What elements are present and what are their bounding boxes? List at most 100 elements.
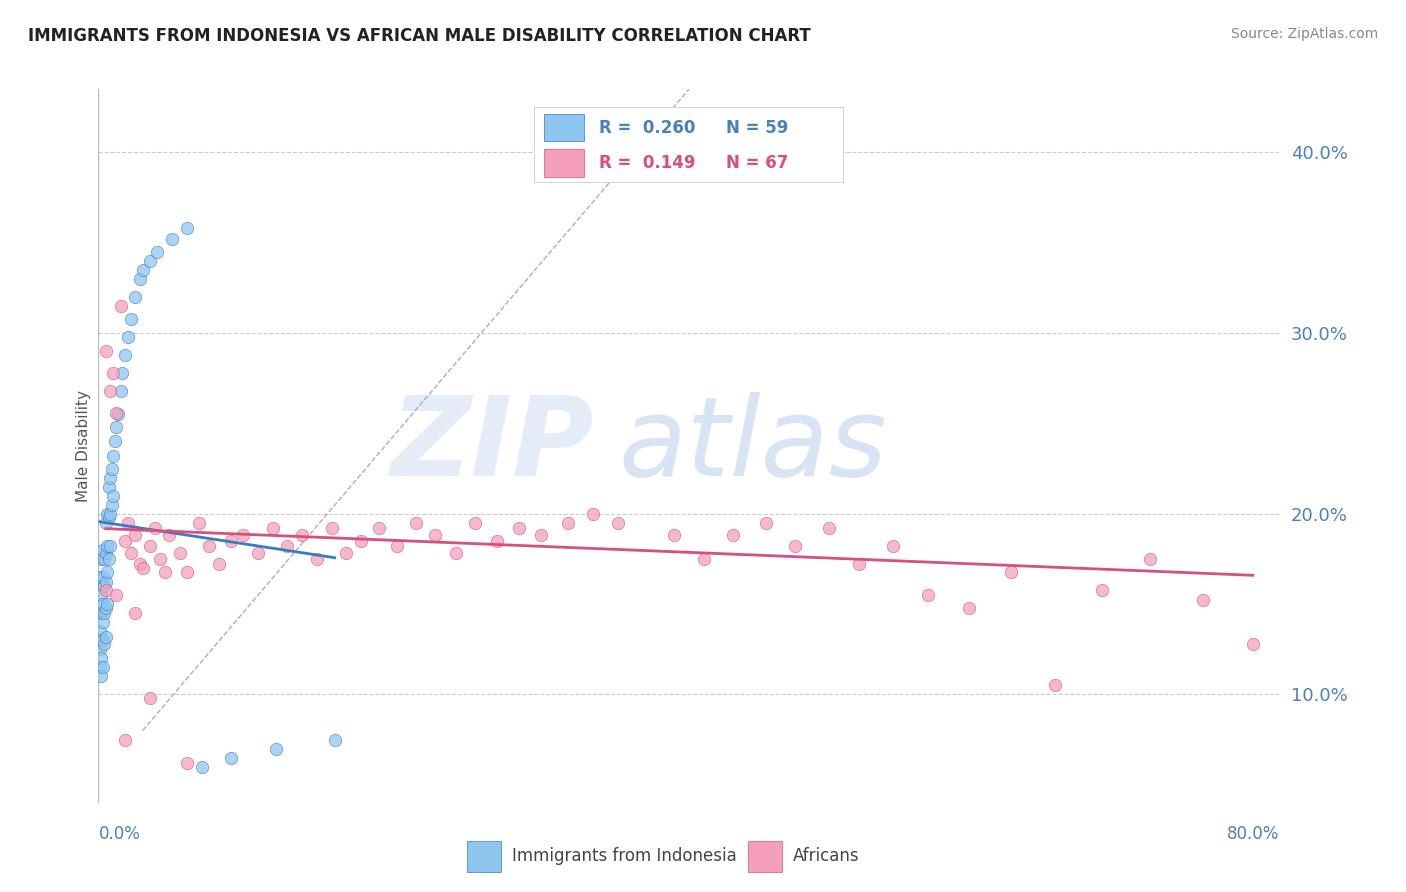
Point — [128, 272, 150, 286]
Point — [94, 344, 117, 359]
Point — [139, 539, 162, 553]
Point — [90, 606, 112, 620]
Point — [98, 507, 121, 521]
Point — [100, 498, 122, 512]
Point — [486, 533, 509, 548]
Point — [97, 552, 120, 566]
Point — [146, 244, 169, 259]
Text: R =  0.149: R = 0.149 — [599, 154, 696, 172]
Point — [114, 533, 136, 548]
Point — [93, 606, 115, 620]
Point — [139, 253, 162, 268]
Point — [107, 408, 129, 422]
Point — [98, 384, 121, 398]
Point — [262, 521, 284, 535]
Point — [464, 516, 486, 530]
Point — [91, 542, 114, 557]
Text: N = 67: N = 67 — [725, 154, 789, 172]
Point — [1000, 565, 1022, 579]
Point — [423, 528, 446, 542]
Point — [124, 528, 146, 542]
Point — [90, 651, 112, 665]
Point — [191, 759, 214, 773]
Text: IMMIGRANTS FROM INDONESIA VS AFRICAN MALE DISABILITY CORRELATION CHART: IMMIGRANTS FROM INDONESIA VS AFRICAN MAL… — [28, 27, 811, 45]
Point — [1241, 637, 1264, 651]
Point — [94, 582, 117, 597]
Point — [693, 552, 716, 566]
Point — [264, 741, 287, 756]
Point — [721, 528, 744, 542]
Y-axis label: Male Disability: Male Disability — [76, 390, 91, 502]
Point — [103, 489, 125, 503]
Point — [1139, 552, 1161, 566]
Point — [128, 558, 150, 572]
Point — [94, 630, 117, 644]
Point — [104, 434, 127, 449]
Point — [444, 547, 467, 561]
Point — [1043, 678, 1066, 692]
Text: N = 59: N = 59 — [725, 119, 789, 136]
Point — [90, 552, 112, 566]
Point — [97, 480, 120, 494]
Point — [90, 588, 112, 602]
Point — [96, 539, 118, 553]
Point — [530, 528, 553, 542]
Point — [91, 570, 114, 584]
Point — [917, 588, 939, 602]
Point — [959, 600, 981, 615]
Bar — [748, 840, 782, 872]
Point — [93, 579, 115, 593]
Point — [91, 660, 114, 674]
Point — [321, 521, 343, 535]
Point — [350, 533, 373, 548]
Point — [124, 290, 146, 304]
Point — [169, 547, 191, 561]
Point — [111, 366, 134, 380]
Point — [110, 384, 132, 398]
Bar — [467, 840, 501, 872]
Point — [153, 565, 176, 579]
Point — [176, 221, 198, 235]
FancyBboxPatch shape — [534, 107, 844, 183]
Point — [91, 615, 114, 629]
Point — [132, 561, 155, 575]
Point — [219, 750, 242, 764]
Point — [607, 516, 630, 530]
Point — [94, 600, 117, 615]
Point — [633, 154, 655, 169]
Point — [305, 552, 328, 566]
Point — [818, 521, 841, 535]
Point — [94, 575, 117, 590]
Point — [176, 756, 198, 770]
Text: Source: ZipAtlas.com: Source: ZipAtlas.com — [1230, 27, 1378, 41]
Point — [149, 552, 172, 566]
Point — [157, 528, 180, 542]
Point — [323, 732, 346, 747]
Point — [139, 691, 162, 706]
Point — [385, 539, 408, 553]
Point — [91, 597, 114, 611]
Point — [143, 521, 166, 535]
Point — [117, 516, 139, 530]
Point — [89, 642, 111, 657]
Point — [208, 558, 231, 572]
Text: 80.0%: 80.0% — [1227, 825, 1279, 843]
Point — [276, 539, 298, 553]
Text: ZIP: ZIP — [391, 392, 595, 500]
Text: R =  0.260: R = 0.260 — [599, 119, 696, 136]
Text: Immigrants from Indonesia: Immigrants from Indonesia — [512, 847, 737, 865]
Point — [90, 633, 112, 648]
Point — [232, 528, 254, 542]
Point — [89, 606, 111, 620]
Point — [100, 461, 122, 475]
Point — [335, 547, 357, 561]
Point — [91, 633, 114, 648]
Bar — [544, 114, 583, 141]
Point — [557, 516, 579, 530]
Point — [664, 528, 686, 542]
Point — [187, 516, 209, 530]
Point — [103, 366, 125, 380]
Point — [114, 348, 136, 362]
Point — [98, 470, 121, 484]
Point — [785, 539, 807, 553]
